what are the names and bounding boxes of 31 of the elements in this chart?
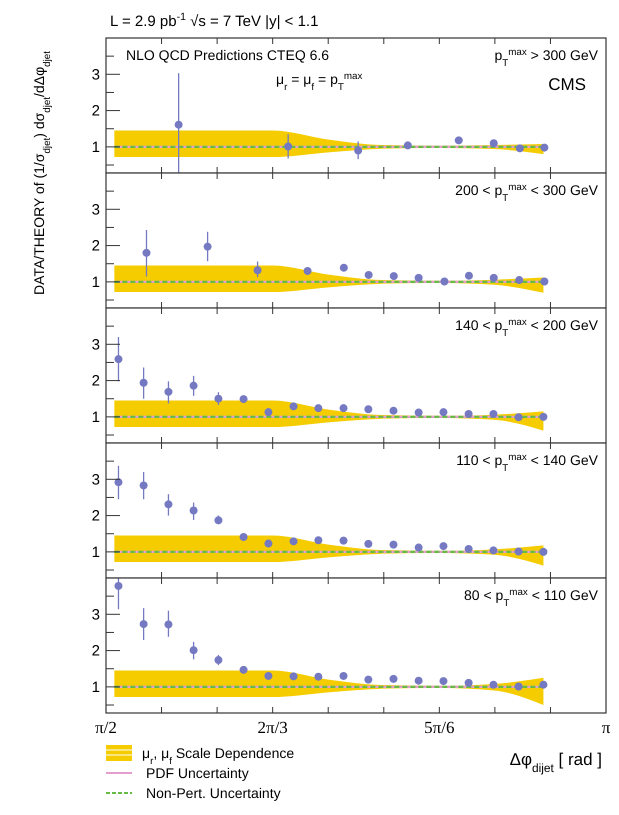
x-tick-label: 5π/6	[424, 718, 454, 737]
annotation: CMS	[548, 75, 586, 94]
annotation: 80 < p$_{T}$$^{max}$ < 110 GeV	[464, 586, 599, 608]
annotation: 140 < p$_{T}$$^{max}$ < 200 GeV	[455, 316, 599, 338]
x-axis-title: Δφ$_{dijet}$ [ rad ]	[510, 750, 602, 775]
y-tick-label: 1	[92, 274, 100, 291]
y-tick-label: 3	[92, 336, 100, 354]
y-tick-label: 2	[92, 102, 100, 120]
y-tick-label: 1	[92, 408, 100, 426]
y-tick-label: 1	[92, 678, 100, 696]
x-tick-label: π/2	[95, 718, 117, 737]
annotation: 110 < p$_{T}$$^{max}$ < 140 GeV	[456, 452, 599, 474]
annotation: p$_{T}$$^{max}$ > 300 GeV	[494, 46, 599, 68]
x-tick-label: 2π/3	[258, 718, 288, 737]
annotation: NLO QCD Predictions CTEQ 6.6	[126, 47, 330, 63]
y-tick-label: 3	[92, 606, 100, 624]
x-tick-label: π	[602, 718, 611, 737]
annotation: 200 < p$_{T}$$^{max}$ < 300 GeV	[455, 182, 599, 204]
y-tick-label: 1	[92, 138, 100, 156]
y-tick-label: 2	[92, 508, 100, 525]
y-tick-label: 3	[92, 201, 100, 218]
y-tick-label: 2	[92, 372, 100, 390]
y-tick-label: 2	[92, 642, 100, 660]
y-tick-label: 3	[92, 66, 100, 84]
y-tick-label: 1	[92, 544, 100, 561]
legend-label: Non-Pert. Uncertainty	[146, 785, 281, 801]
legend-label: PDF Uncertainty	[146, 765, 249, 781]
y-tick-label: 3	[92, 471, 100, 488]
chart-title: L = 2.9 pb$^{-1}$ √s = 7 TeV |y| < 1.1	[110, 11, 318, 30]
y-tick-label: 2	[92, 238, 100, 255]
legend-label: μ$_{r}$, μ$_{f}$ Scale Dependence	[142, 745, 294, 766]
